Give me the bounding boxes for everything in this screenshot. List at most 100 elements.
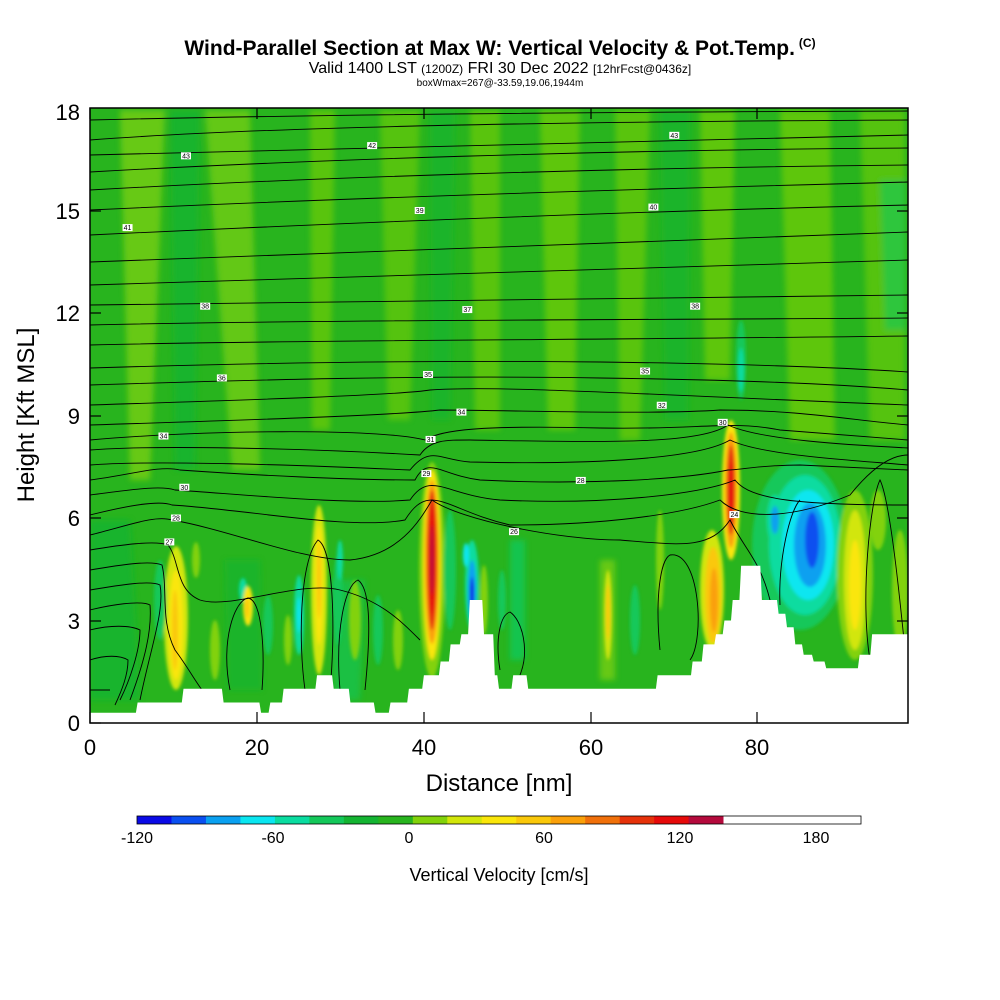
theta-contour-label: 39 xyxy=(414,207,425,215)
svg-text:43: 43 xyxy=(182,153,190,160)
y-tick-label: 9 xyxy=(68,404,80,429)
theta-contour-label: 35 xyxy=(423,371,434,379)
x-tick-marks xyxy=(89,108,758,723)
weak-motion-patches xyxy=(90,110,905,700)
colorbar-swatch xyxy=(412,816,448,824)
colorbar-swatch xyxy=(619,816,655,824)
svg-text:36: 36 xyxy=(218,375,226,382)
theta-contours xyxy=(90,110,908,706)
y-tick-label: 3 xyxy=(68,609,80,634)
colorbar-swatch xyxy=(205,816,241,824)
x-tick-label: 40 xyxy=(412,735,436,760)
svg-text:31: 31 xyxy=(427,437,435,444)
theta-contour-label: 36 xyxy=(216,374,227,382)
svg-text:39: 39 xyxy=(416,208,424,215)
colorbar-swatch xyxy=(550,816,586,824)
colorbar-swatch xyxy=(171,816,207,824)
svg-text:35: 35 xyxy=(641,369,649,376)
svg-text:34: 34 xyxy=(458,410,466,417)
svg-text:30: 30 xyxy=(180,485,188,492)
theta-contour-label: 34 xyxy=(158,432,169,441)
theta-contour-label: 35 xyxy=(640,367,651,376)
y-tick-labels: 0 3 6 9 12 15 18 xyxy=(56,100,80,736)
colorbar-swatch xyxy=(481,816,517,824)
colorbar-frame xyxy=(136,815,862,825)
chart-subtitle: Valid 1400 LST (1200Z) FRI 30 Dec 2022 [… xyxy=(308,60,692,77)
svg-text:43: 43 xyxy=(670,133,678,140)
svg-text:35: 35 xyxy=(424,372,432,379)
svg-text:26: 26 xyxy=(510,529,518,536)
theta-contour-label: 32 xyxy=(656,401,667,410)
svg-text:42: 42 xyxy=(368,143,376,150)
colorbar-label: Vertical Velocity [cm/s] xyxy=(409,865,588,885)
theta-contour-label: 34 xyxy=(456,408,467,417)
colorbar-swatch xyxy=(240,816,276,824)
colorbar-tick-labels: -120 -60 0 60 120 180 xyxy=(121,830,829,847)
svg-text:27: 27 xyxy=(165,539,173,546)
y-tick-label: 6 xyxy=(68,506,80,531)
x-tick-labels: 0 20 40 60 80 xyxy=(84,735,769,760)
x-tick-label: 80 xyxy=(745,735,769,760)
svg-text:34: 34 xyxy=(160,434,168,441)
theta-contour-label: 37 xyxy=(462,306,473,314)
theta-contour-label: 24 xyxy=(729,511,740,519)
colorbar-tick-label: -120 xyxy=(121,830,153,847)
theta-contour-label: 28 xyxy=(170,514,181,523)
x-tick-label: 20 xyxy=(245,735,269,760)
terrain-mask xyxy=(90,565,908,723)
theta-contour-label: 41 xyxy=(122,224,133,232)
colorbar-swatch xyxy=(274,816,310,824)
x-tick-label: 0 xyxy=(84,735,96,760)
svg-text:41: 41 xyxy=(124,225,132,232)
theta-contour-label: 40 xyxy=(648,203,659,212)
theta-contour-label: 26 xyxy=(509,528,520,536)
theta-contour-label: 27 xyxy=(164,538,175,546)
colorbar-swatch xyxy=(585,816,621,824)
colorbar-tick-label: 60 xyxy=(535,830,553,847)
colorbar-swatch xyxy=(343,816,379,824)
box-info: boxWmax=267@-33.59,19.06,1944m xyxy=(416,78,584,89)
copyright-mark: (C) xyxy=(798,36,816,50)
y-tick-marks xyxy=(90,210,908,724)
colorbar-tick-label: 120 xyxy=(667,830,694,847)
theta-contour-label: 29 xyxy=(421,470,432,478)
theta-contour-label: 43 xyxy=(669,131,680,140)
colorbar-swatch xyxy=(447,816,483,824)
colorbar-swatch xyxy=(137,816,172,824)
x-tick-label: 60 xyxy=(579,735,603,760)
theta-contour-label: 30 xyxy=(179,483,190,492)
theta-contour-label: 42 xyxy=(367,142,378,150)
theta-contour-label: 38 xyxy=(690,302,701,311)
y-tick-label: 0 xyxy=(68,711,80,736)
svg-text:38: 38 xyxy=(201,304,209,311)
svg-text:37: 37 xyxy=(463,307,471,314)
plot-area: 43 42 43 41 39 40 38 37 38 36 35 35 34 34 32 31 30 30 29 28… xyxy=(90,108,908,723)
colorbar-swatch xyxy=(378,816,414,824)
colorbar xyxy=(136,815,862,825)
svg-text:40: 40 xyxy=(650,205,658,212)
theta-contour-label: 30 xyxy=(717,418,728,427)
svg-text:28: 28 xyxy=(577,478,585,485)
theta-contour-label: 43 xyxy=(180,152,191,160)
colorbar-swatch xyxy=(309,816,345,824)
svg-text:24: 24 xyxy=(730,512,738,519)
colorbar-tick-label: 0 xyxy=(405,830,414,847)
theta-contour-label: 38 xyxy=(200,302,211,311)
colorbar-swatch xyxy=(516,816,552,824)
convective-cores xyxy=(154,320,908,690)
theta-contour-label: 28 xyxy=(575,476,586,485)
theta-label-group: 43 42 43 41 39 40 38 37 38 36 35 35 34 34 32 31 30 30 29 28… xyxy=(122,131,740,546)
y-tick-label: 12 xyxy=(56,301,80,326)
colorbar-swatch xyxy=(654,816,690,824)
y-tick-label: 18 xyxy=(56,100,80,125)
svg-text:29: 29 xyxy=(422,471,430,478)
y-tick-label: 15 xyxy=(56,199,80,224)
colorbar-swatch xyxy=(688,816,724,824)
colorbar-tick-label: 180 xyxy=(803,830,830,847)
colorbar-tick-label: -60 xyxy=(261,830,284,847)
x-axis-label: Distance [nm] xyxy=(426,770,573,797)
svg-text:30: 30 xyxy=(719,420,727,427)
svg-text:28: 28 xyxy=(172,516,180,523)
y-axis-label: Height [Kft MSL] xyxy=(13,328,40,503)
